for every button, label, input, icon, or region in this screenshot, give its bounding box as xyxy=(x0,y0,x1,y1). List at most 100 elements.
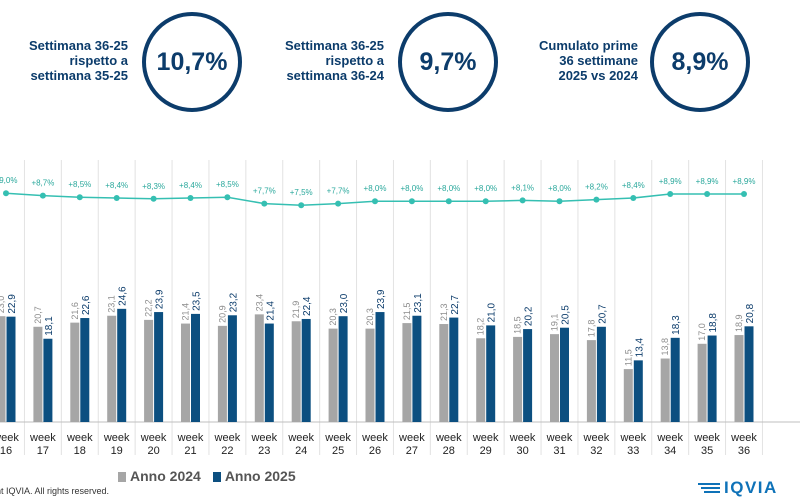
x-tick-label: week xyxy=(398,432,425,444)
legend-item-2024: Anno 2024 xyxy=(118,468,201,484)
growth-label: +8,1% xyxy=(511,183,534,192)
growth-point xyxy=(667,191,674,197)
x-tick-label: week xyxy=(214,432,241,444)
growth-point xyxy=(372,198,378,205)
value-label-2025: 23,0 xyxy=(339,293,350,313)
growth-point xyxy=(630,195,637,201)
growth-label: +8,5% xyxy=(216,180,239,189)
bar-2025 xyxy=(80,318,90,422)
bar-2025 xyxy=(301,318,311,422)
value-label-2024: 18,5 xyxy=(513,316,523,334)
x-tick-label: 19 xyxy=(111,445,123,457)
growth-point xyxy=(224,194,231,201)
x-tick-label: week xyxy=(0,432,19,444)
value-label-2024: 20,7 xyxy=(33,306,43,324)
bar-2024 xyxy=(107,315,117,422)
growth-label: +7,7% xyxy=(253,187,276,196)
growth-point xyxy=(261,200,268,207)
value-label-2024: 23,1 xyxy=(107,295,117,313)
x-tick-label: week xyxy=(177,432,204,444)
value-label-2025: 20,7 xyxy=(597,304,608,324)
x-tick-label: week xyxy=(583,432,610,444)
bar-2024 xyxy=(734,335,744,422)
growth-point xyxy=(704,191,711,197)
x-tick-label: 16 xyxy=(0,445,12,457)
value-label-2024: 17,0 xyxy=(697,323,707,341)
bar-2024 xyxy=(181,323,190,422)
bar-2024 xyxy=(660,358,670,422)
value-label-2025: 22,6 xyxy=(81,295,92,315)
bar-2024 xyxy=(33,326,43,422)
bar-2025 xyxy=(412,315,422,422)
bar-2025 xyxy=(560,327,569,422)
growth-point xyxy=(741,191,747,197)
iqvia-logo: IQVIA xyxy=(698,478,778,498)
value-label-2024: 21,5 xyxy=(402,303,412,321)
x-tick-label: week xyxy=(140,432,167,444)
bar-2025 xyxy=(633,360,643,422)
value-label-2025: 23,9 xyxy=(376,289,387,309)
growth-label: +8,2% xyxy=(585,183,608,192)
growth-label: +8,9% xyxy=(659,177,682,186)
x-tick-label: week xyxy=(66,432,93,444)
x-tick-label: 29 xyxy=(480,445,492,457)
x-tick-label: 32 xyxy=(590,445,602,457)
bar-2025 xyxy=(449,317,459,422)
legend-item-2025: Anno 2025 xyxy=(212,468,296,484)
x-tick-label: week xyxy=(324,432,351,444)
bar-2025 xyxy=(670,337,680,422)
growth-label: +7,7% xyxy=(327,187,350,196)
value-label-2025: 22,4 xyxy=(302,296,313,316)
value-label-2025: 22,9 xyxy=(7,294,18,314)
bar-2025 xyxy=(596,326,606,422)
bar-2024 xyxy=(328,328,338,422)
x-tick-label: 28 xyxy=(443,445,455,457)
growth-label: +8,9% xyxy=(696,177,719,186)
value-label-2024: 19,1 xyxy=(550,314,560,332)
value-label-2025: 18,3 xyxy=(671,315,682,335)
chart-legend: Anno 2024 Anno 2025 xyxy=(118,468,296,484)
value-label-2025: 23,9 xyxy=(155,289,166,309)
value-label-2024: 18,9 xyxy=(734,315,744,333)
growth-point xyxy=(187,195,194,201)
x-tick-label: 25 xyxy=(332,445,344,457)
value-label-2024: 23,0 xyxy=(0,296,6,314)
value-label-2024: 20,3 xyxy=(328,308,338,326)
x-tick-label: 30 xyxy=(516,445,528,457)
value-label-2024: 20,3 xyxy=(365,308,375,326)
growth-point xyxy=(298,202,305,209)
x-tick-label: week xyxy=(287,432,314,444)
value-label-2024: 17,8 xyxy=(586,320,596,338)
x-tick-label: week xyxy=(656,432,683,444)
bar-2024 xyxy=(439,324,449,422)
kpi-value-1: 10,7% xyxy=(142,12,242,112)
value-label-2024: 13,8 xyxy=(660,338,670,356)
growth-point xyxy=(3,190,9,197)
growth-point xyxy=(39,192,46,199)
x-tick-label: 23 xyxy=(258,445,270,457)
value-label-2024: 21,6 xyxy=(70,302,80,320)
growth-point xyxy=(335,200,342,207)
growth-point xyxy=(519,197,526,204)
growth-point xyxy=(408,198,415,205)
x-tick-label: 18 xyxy=(74,445,86,457)
growth-label: +8,0% xyxy=(474,184,497,193)
value-label-2024: 21,9 xyxy=(291,301,301,319)
growth-label: +8,0% xyxy=(364,184,387,193)
value-label-2024: 22,2 xyxy=(144,299,154,317)
bar-2025 xyxy=(264,323,274,422)
growth-label: +8,4% xyxy=(179,181,202,190)
bar-2025 xyxy=(191,313,200,422)
growth-label: +8,4% xyxy=(105,181,128,190)
bar-2024 xyxy=(291,321,301,422)
kpi-value-2: 9,7% xyxy=(398,12,498,112)
x-tick-label: week xyxy=(103,432,130,444)
value-label-2025: 20,8 xyxy=(745,303,756,323)
x-tick-label: 27 xyxy=(406,445,418,457)
growth-point xyxy=(445,198,452,205)
x-tick-label: week xyxy=(546,432,573,444)
growth-label: +7,5% xyxy=(290,188,313,197)
kpi-label-2: Settimana 36-25 rispetto a settimana 36-… xyxy=(285,38,384,83)
bar-2024 xyxy=(550,334,559,422)
